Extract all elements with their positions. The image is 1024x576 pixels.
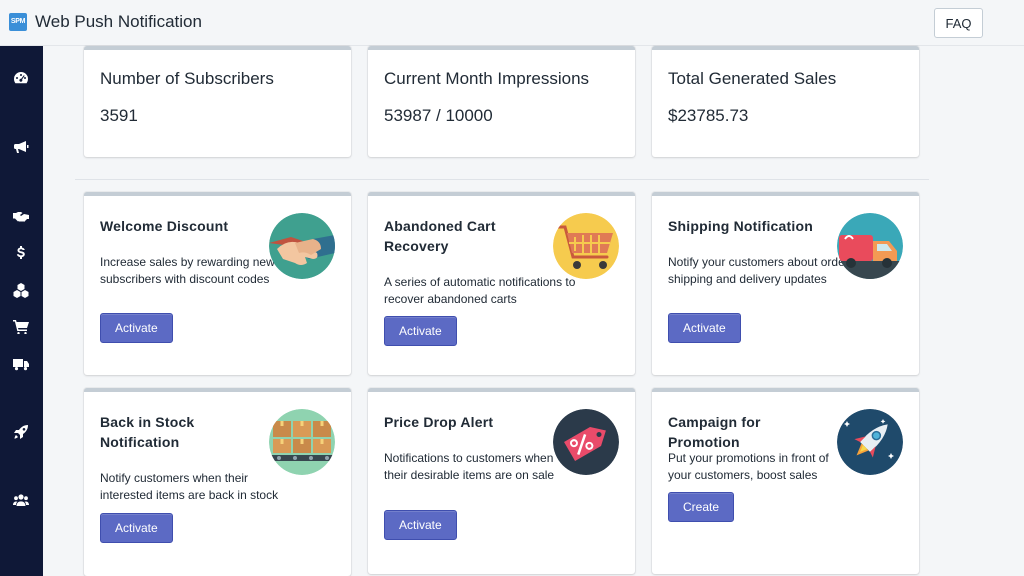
stat-value: $23785.73 — [668, 106, 749, 125]
cubes-icon[interactable] — [11, 280, 31, 300]
feature-title: Welcome Discount — [100, 218, 229, 234]
sidebar — [0, 46, 43, 576]
dashboard-icon[interactable] — [11, 68, 31, 88]
stat-label: Current Month Impressions — [384, 69, 590, 88]
rocket-icon[interactable] — [11, 422, 31, 442]
shopping-cart-illustration-icon — [553, 213, 619, 279]
feature-title: Shipping Notification — [668, 218, 813, 234]
delivery-truck-illustration-icon — [837, 213, 903, 279]
stat-value: 3591 — [100, 106, 138, 125]
feature-description: Notify customers when their interested i… — [100, 471, 279, 502]
handshake-icon[interactable] — [11, 206, 31, 226]
feature-card-back-in-stock: Back in Stock Notification Notify custom… — [84, 388, 351, 576]
feature-card-shipping: Shipping Notification Notify your custom… — [652, 192, 919, 375]
users-icon[interactable] — [11, 490, 31, 510]
cart-icon[interactable] — [11, 316, 31, 336]
feature-description: Put your promotions in front of your cus… — [668, 451, 829, 482]
activate-button[interactable]: Activate — [100, 313, 173, 343]
stat-label: Total Generated Sales — [668, 69, 837, 88]
top-bar: SPM Web Push Notification FAQ — [0, 0, 1024, 46]
activate-button[interactable]: Activate — [384, 510, 457, 540]
stat-value: 53987 / 10000 — [384, 106, 493, 125]
app-logo: SPM — [9, 13, 27, 31]
create-button[interactable]: Create — [668, 492, 735, 522]
feature-card-abandoned-cart: Abandoned Cart Recovery A series of auto… — [368, 192, 635, 375]
truck-icon[interactable] — [11, 354, 31, 374]
activate-button[interactable]: Activate — [668, 313, 741, 343]
stat-card-impressions: Current Month Impressions 53987 / 10000 — [368, 46, 635, 157]
section-divider — [75, 179, 929, 180]
feature-description: Increase sales by rewarding new subscrib… — [100, 255, 275, 286]
stat-label: Number of Subscribers — [100, 69, 274, 88]
faq-button[interactable]: FAQ — [934, 8, 983, 38]
conveyor-boxes-illustration-icon — [269, 409, 335, 475]
app-title: Web Push Notification — [35, 12, 202, 31]
feature-card-price-drop: Price Drop Alert Notifications to custom… — [368, 388, 635, 574]
activate-button[interactable]: Activate — [384, 316, 457, 346]
percent-tag-illustration-icon — [553, 409, 619, 475]
feature-card-welcome-discount: Welcome Discount Increase sales by rewar… — [84, 192, 351, 375]
feature-description: A series of automatic notifications to r… — [384, 275, 576, 306]
dollar-icon[interactable] — [11, 243, 31, 263]
feature-title: Price Drop Alert — [384, 414, 494, 430]
feature-card-campaign: Campaign for Promotion Put your promotio… — [652, 388, 919, 574]
feature-title: Abandoned Cart Recovery — [384, 218, 496, 254]
feature-description: Notifications to customers when their de… — [384, 451, 555, 482]
handshake-illustration-icon — [269, 213, 335, 279]
stat-card-sales: Total Generated Sales $23785.73 — [652, 46, 919, 157]
stat-card-subscribers: Number of Subscribers 3591 — [84, 46, 351, 157]
feature-title: Back in Stock Notification — [100, 414, 195, 450]
rocket-illustration-icon — [837, 409, 903, 475]
activate-button[interactable]: Activate — [100, 513, 173, 543]
feature-title: Campaign for Promotion — [668, 414, 761, 450]
megaphone-icon[interactable] — [11, 137, 31, 157]
feature-description: Notify your customers about order shippi… — [668, 255, 849, 286]
